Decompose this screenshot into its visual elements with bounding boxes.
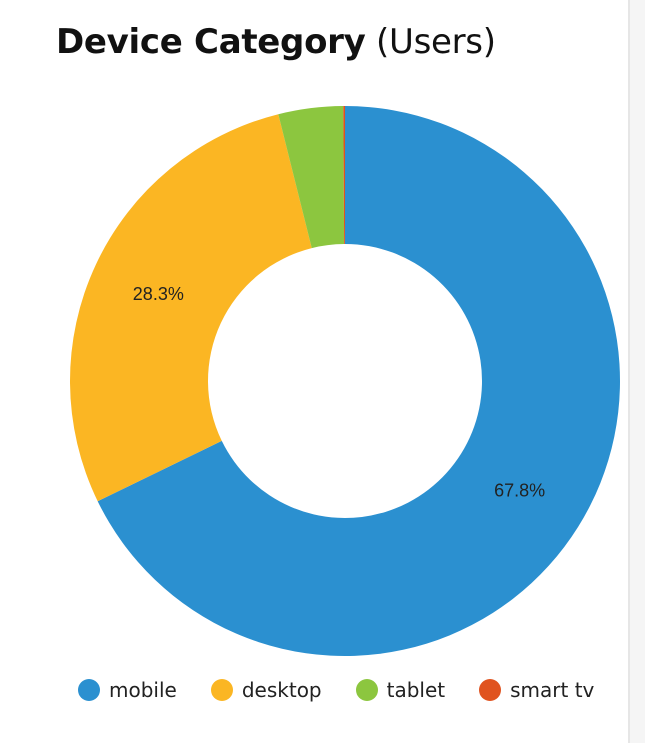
legend-swatch [479, 679, 502, 701]
chart-title-subtitle: (Users) [376, 22, 496, 62]
legend-item-desktop[interactable]: desktop [210, 678, 322, 702]
legend-label: desktop [241, 678, 322, 702]
chart-legend: mobile desktop tablet smart tv [78, 678, 594, 702]
legend-label: smart tv [510, 678, 595, 702]
legend-item-mobile[interactable]: mobile [78, 678, 177, 702]
donut-slice-mobile[interactable] [97, 106, 620, 656]
donut-slice-smart-tv[interactable] [343, 106, 345, 245]
legend-item-smart-tv[interactable]: smart tv [479, 678, 594, 702]
donut-chart: 67.8% 28.3% [69, 106, 620, 656]
slice-label-desktop: 28.3% [133, 284, 184, 304]
chart-card: Device Category (Users) 67.8% 28.3% mobil… [56, 0, 630, 743]
chart-title: Device Category (Users) [56, 22, 496, 62]
legend-swatch [355, 679, 378, 701]
legend-item-tablet[interactable]: tablet [355, 678, 446, 702]
legend-swatch [78, 679, 100, 701]
donut-slice-desktop[interactable] [69, 114, 312, 502]
legend-label: mobile [109, 678, 177, 702]
chart-title-main: Device Category [56, 22, 366, 62]
legend-swatch [210, 679, 233, 701]
legend-label: tablet [386, 678, 446, 702]
slice-label-mobile: 67.8% [494, 480, 545, 500]
donut-slice-tablet[interactable] [278, 106, 345, 249]
